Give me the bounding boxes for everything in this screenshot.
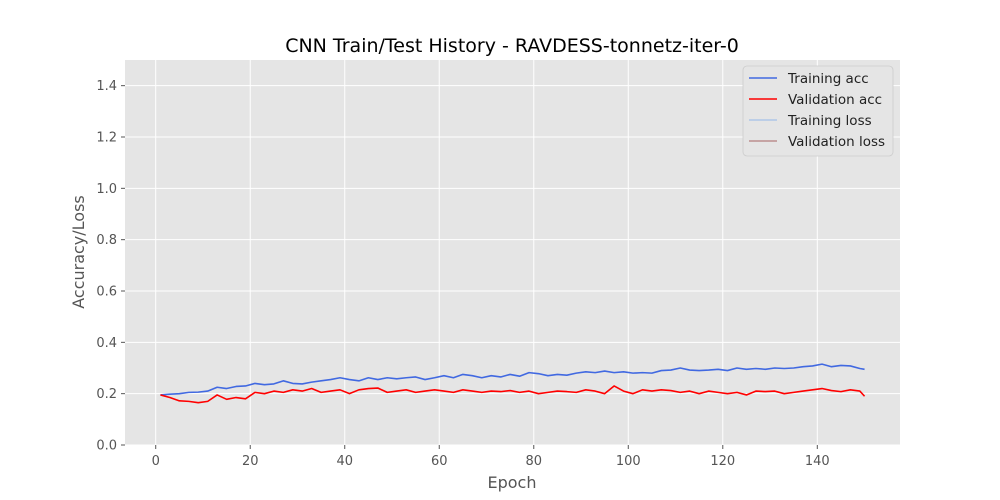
x-tick-label: 0 (152, 454, 160, 469)
x-tick-label: 120 (710, 454, 735, 469)
y-tick-label: 0.6 (96, 285, 117, 300)
x-tick-label: 40 (336, 454, 353, 469)
y-tick-label: 1.2 (96, 131, 117, 146)
chart-title: CNN Train/Test History - RAVDESS-tonnetz… (285, 35, 739, 57)
legend-label-validation-acc: Validation acc (788, 92, 882, 108)
x-tick-label: 100 (616, 454, 641, 469)
series-line-validation-acc (160, 385, 866, 404)
y-tick-label: 1.0 (96, 182, 117, 197)
ticks: 0 20 40 60 80 100 120 140 0.0 0.2 0.4 0.6 0.8 1.0 1.2 1… (96, 79, 829, 469)
y-axis-label: Accuracy/Loss (69, 195, 88, 309)
x-axis-label: Epoch (488, 473, 537, 492)
legend-label-training-loss: Training loss (787, 113, 872, 129)
x-tick-label: 20 (242, 454, 259, 469)
x-tick-label: 80 (525, 454, 542, 469)
y-tick-label: 0.8 (96, 233, 117, 248)
legend: Training acc Validation acc Training los… (742, 65, 894, 157)
series-layer (160, 363, 866, 404)
y-tick-label: 1.4 (96, 79, 117, 94)
y-tick-label: 0.2 (96, 387, 117, 402)
y-tick-label: 0.0 (96, 439, 117, 454)
x-tick-label: 60 (431, 454, 448, 469)
legend-label-training-acc: Training acc (787, 71, 869, 87)
legend-label-validation-loss: Validation loss (788, 134, 885, 150)
x-tick-label: 140 (805, 454, 830, 469)
legend-box (742, 65, 894, 157)
y-tick-label: 0.4 (96, 336, 117, 351)
series-line-training-acc (160, 363, 865, 396)
